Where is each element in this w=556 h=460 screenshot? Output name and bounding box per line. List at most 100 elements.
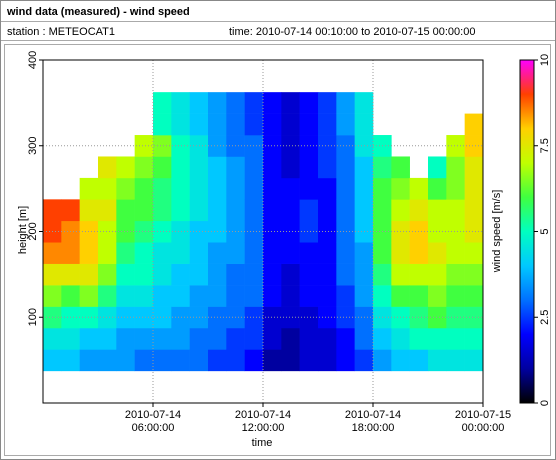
colorbar-tick-label: 0 — [539, 400, 551, 406]
heat-cell — [208, 92, 227, 114]
heat-cell — [208, 349, 227, 372]
heat-cell — [153, 92, 172, 114]
heat-cell — [171, 349, 190, 372]
heat-cell — [354, 156, 374, 179]
heat-cell — [299, 113, 319, 136]
heat-cell — [354, 199, 374, 222]
heat-cell — [116, 220, 135, 243]
heat-cell — [153, 199, 172, 222]
heat-cell — [354, 177, 374, 200]
heat-cell — [116, 242, 135, 264]
heat-cell — [263, 242, 282, 264]
heat-cell — [299, 177, 319, 200]
heat-cell — [391, 349, 410, 372]
heat-cell — [354, 92, 374, 114]
heat-cell — [336, 177, 355, 200]
heat-cell — [134, 263, 154, 286]
heat-cell — [336, 242, 355, 264]
heat-cell — [226, 327, 245, 350]
heat-cell — [189, 220, 209, 243]
heat-cell — [153, 285, 172, 307]
heat-cell — [299, 220, 319, 243]
y-tick-label: 100 — [27, 308, 39, 326]
heat-cell — [318, 92, 337, 114]
heat-cell — [263, 220, 282, 243]
heat-cell — [446, 242, 465, 264]
heat-cell — [171, 306, 190, 329]
heat-cell — [354, 263, 374, 286]
heat-cell — [171, 199, 190, 222]
heat-cell — [336, 349, 355, 372]
heat-cell — [43, 263, 62, 286]
heat-cell — [464, 242, 484, 264]
heat-cell — [409, 349, 429, 372]
heat-cell — [299, 349, 319, 372]
heat-cell — [134, 177, 154, 200]
heat-cell — [446, 156, 465, 179]
heat-cell — [263, 177, 282, 200]
heat-cell — [391, 327, 410, 350]
heat-cell — [281, 156, 300, 179]
heat-cell — [189, 263, 209, 286]
heat-cell — [98, 156, 117, 179]
heat-cell — [299, 285, 319, 307]
heat-cell — [281, 135, 300, 157]
heat-cell — [446, 199, 465, 222]
heat-cell — [318, 220, 337, 243]
heat-cell — [208, 156, 227, 179]
heat-cell — [61, 285, 80, 307]
heat-cell — [208, 113, 227, 136]
heat-cell — [464, 349, 484, 372]
heat-cell — [391, 199, 410, 222]
heat-cell — [171, 156, 190, 179]
heat-cell — [208, 285, 227, 307]
heat-cell — [428, 242, 447, 264]
heat-cell — [409, 263, 429, 286]
heat-cell — [61, 199, 80, 222]
heat-cell — [299, 242, 319, 264]
heat-cell — [446, 220, 465, 243]
heat-cell — [134, 242, 154, 264]
heat-cell — [391, 285, 410, 307]
heat-cell — [299, 92, 319, 114]
heat-cell — [428, 156, 447, 179]
heat-cell — [354, 349, 374, 372]
heat-cell — [318, 242, 337, 264]
heat-cell — [116, 349, 135, 372]
colorbar — [519, 59, 535, 404]
heat-cell — [336, 156, 355, 179]
heat-cell — [43, 242, 62, 264]
heat-cell — [336, 327, 355, 350]
heat-cell — [153, 306, 172, 329]
heat-cell — [153, 113, 172, 136]
heat-cell — [171, 263, 190, 286]
heat-cell — [208, 327, 227, 350]
heat-cell — [299, 135, 319, 157]
plot-border — [42, 59, 484, 404]
heat-cell — [446, 263, 465, 286]
heat-cell — [299, 199, 319, 222]
heat-cell — [409, 242, 429, 264]
y-tick-label: 400 — [27, 51, 39, 69]
heat-cell — [281, 177, 300, 200]
heat-cell — [171, 113, 190, 136]
heat-cell — [354, 285, 374, 307]
x-tick-label: 2010-07-14 18:00:00 — [345, 409, 401, 434]
heat-cell — [281, 263, 300, 286]
heat-cell — [244, 92, 264, 114]
heat-cell — [281, 220, 300, 243]
colorbar-tick-label: 7.5 — [539, 138, 551, 153]
heat-cell — [79, 177, 99, 200]
heat-cell — [98, 306, 117, 329]
heat-cell — [263, 349, 282, 372]
heat-cell — [318, 113, 337, 136]
heat-cell — [336, 199, 355, 222]
heat-cell — [226, 177, 245, 200]
heat-cell — [263, 306, 282, 329]
heat-cell — [226, 156, 245, 179]
x-axis-label: time — [252, 437, 273, 449]
heat-cell — [336, 113, 355, 136]
heat-cell — [336, 135, 355, 157]
colorbar-label: wind speed [m/s] — [491, 190, 503, 274]
